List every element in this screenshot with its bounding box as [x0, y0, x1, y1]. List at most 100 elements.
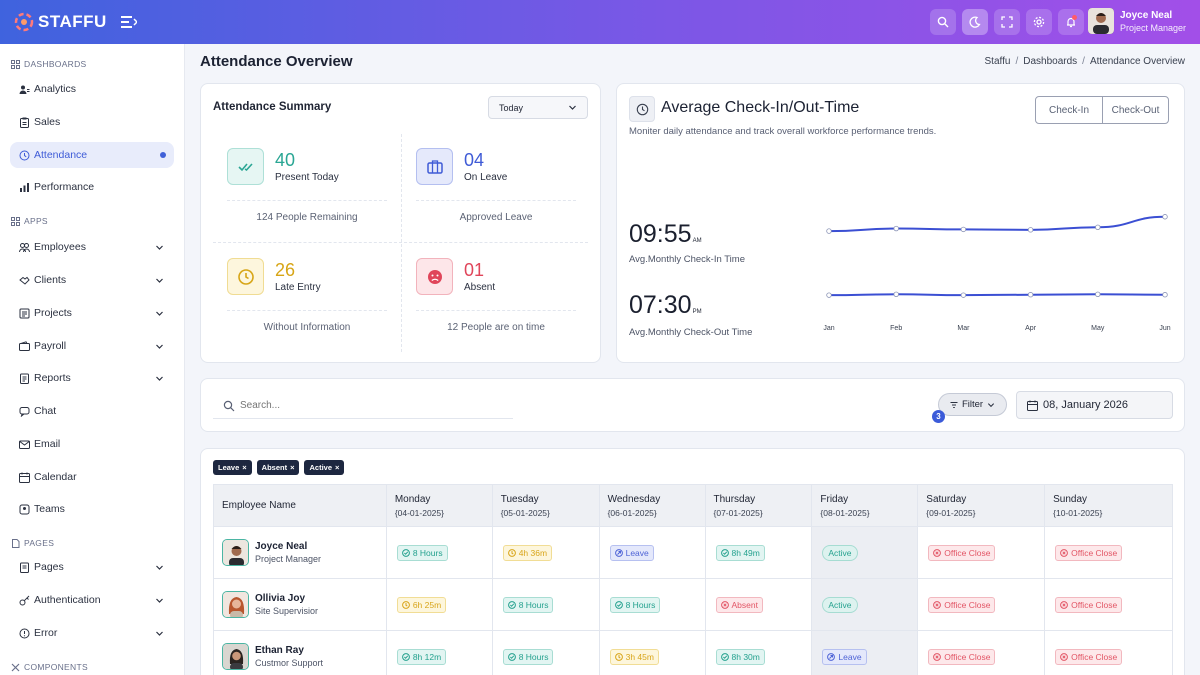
sidebar-item-email[interactable]: Email — [10, 431, 174, 457]
data-point[interactable] — [893, 225, 899, 232]
menu-toggle-icon[interactable] — [120, 15, 137, 29]
filter-tag-leave[interactable]: Leave × — [213, 460, 252, 475]
sidebar-item-reports[interactable]: Reports — [10, 365, 174, 391]
table-header-row: Employee Name Monday {04-01-2025} Tuesday {0… — [213, 484, 1173, 527]
status-badge[interactable]: Office Close — [928, 544, 996, 561]
status-badge[interactable]: 8h 12m — [396, 648, 447, 665]
date-picker[interactable]: 08, January 2026 — [1016, 391, 1173, 419]
status-badge[interactable]: Absent — [715, 596, 763, 613]
employee-name[interactable]: Ethan Ray — [255, 645, 304, 656]
sidebar-item-payroll[interactable]: Payroll — [10, 333, 174, 359]
sidebar-item-attendance[interactable]: Attendance — [10, 142, 174, 168]
status-badge[interactable]: Office Close — [928, 648, 996, 665]
status-badge[interactable]: Office Close — [928, 596, 996, 613]
data-point[interactable] — [1027, 292, 1034, 298]
status-badge[interactable]: Office Close — [1055, 596, 1123, 613]
filter-button[interactable]: Filter — [938, 393, 1007, 416]
data-point[interactable] — [1095, 224, 1101, 230]
data-point[interactable] — [1162, 214, 1168, 220]
data-point[interactable] — [1162, 292, 1168, 298]
brand[interactable]: STAFFU — [14, 12, 107, 32]
data-point[interactable] — [1095, 291, 1101, 297]
data-point[interactable] — [826, 228, 832, 234]
checkin-title: Average Check-In/Out-Time — [661, 99, 860, 116]
status-text: 8h 49m — [731, 547, 760, 558]
close-icon[interactable]: × — [335, 463, 340, 472]
employee-name[interactable]: Ollivia Joy — [255, 593, 306, 604]
bell-icon — [1067, 17, 1075, 28]
table-row[interactable]: Ethan Ray Custmor Support 8h 12m 8 Hours 3h … — [213, 630, 1173, 675]
status-badge[interactable]: Office Close — [1055, 648, 1123, 665]
bar-chart-icon — [20, 182, 29, 192]
data-point[interactable] — [960, 226, 967, 233]
close-icon[interactable]: × — [242, 463, 247, 472]
stat-foot: 124 People Remaining — [256, 212, 358, 223]
sidebar-item-employees[interactable]: Employees — [10, 234, 174, 260]
team-icon — [19, 242, 30, 252]
mail-icon — [19, 440, 30, 449]
settings-button[interactable] — [1026, 9, 1052, 35]
sidebar-item-analytics[interactable]: Analytics — [10, 76, 174, 102]
employee-name[interactable]: Joyce Neal — [255, 541, 308, 552]
attendance-cell: Active — [811, 578, 919, 631]
tab-check-in[interactable]: Check-In — [1048, 104, 1089, 116]
users-icon — [19, 85, 30, 94]
pages-icon — [20, 562, 29, 573]
status-badge[interactable]: 6h 25m — [396, 596, 447, 613]
data-point[interactable] — [1027, 227, 1034, 233]
status-badge[interactable]: Active — [822, 596, 858, 613]
sidebar-item-performance[interactable]: Performance — [10, 174, 174, 200]
search-button[interactable] — [930, 9, 956, 35]
calendar-icon — [1027, 400, 1038, 411]
list-icon — [19, 308, 30, 318]
data-point[interactable] — [893, 291, 899, 297]
period-select[interactable]: Today — [488, 96, 588, 119]
sidebar-item-sales[interactable]: Sales — [10, 109, 174, 135]
status-badge[interactable]: 8 Hours — [502, 596, 554, 613]
status-badge[interactable]: 3h 45m — [609, 648, 659, 665]
sidebar-item-authentication[interactable]: Authentication — [10, 587, 174, 613]
sidebar-item-calendar[interactable]: Calendar — [10, 464, 174, 490]
sidebar-item-projects[interactable]: Projects — [10, 300, 174, 326]
user-menu[interactable]: Joyce Neal Project Manager — [1087, 8, 1186, 34]
sidebar-item-teams[interactable]: Teams — [10, 496, 174, 522]
status-badge[interactable]: 8 Hours — [609, 596, 661, 613]
user-name: Joyce Neal — [1119, 9, 1173, 21]
table-row[interactable]: Joyce Neal Project Manager 8 Hours 4h 36m Le… — [213, 526, 1173, 579]
data-point[interactable] — [826, 292, 832, 298]
filter-tag-active[interactable]: Active × — [304, 460, 345, 475]
tab-check-out[interactable]: Check-Out — [1102, 97, 1168, 123]
filter-icon — [950, 401, 958, 408]
status-badge[interactable]: 8 Hours — [502, 648, 554, 665]
search-input[interactable] — [240, 400, 490, 411]
fullscreen-button[interactable] — [994, 9, 1020, 35]
alert-circle-icon — [19, 628, 30, 638]
breadcrumb-item[interactable]: Staffu — [984, 56, 1011, 67]
status-text: 8h 12m — [412, 651, 442, 662]
check-circle-icon — [720, 652, 729, 661]
column-header-day: Friday {08-01-2025} — [811, 484, 919, 527]
dark-mode-button[interactable] — [962, 9, 988, 35]
sidebar-item-clients[interactable]: Clients — [10, 267, 174, 293]
status-badge[interactable]: 4h 36m — [502, 544, 553, 561]
filter-tag-absent[interactable]: Absent × — [256, 460, 300, 475]
key-icon — [19, 595, 30, 605]
notifications-button[interactable] — [1058, 9, 1084, 35]
breadcrumb-item[interactable]: Dashboards — [1023, 56, 1078, 67]
status-badge[interactable]: 8h 49m — [715, 544, 765, 561]
status-badge[interactable]: Leave — [609, 544, 654, 561]
status-badge[interactable]: Leave — [822, 648, 867, 665]
data-point[interactable] — [960, 292, 967, 298]
page-icon — [12, 538, 20, 548]
status-badge[interactable]: Active — [822, 544, 858, 561]
status-badge[interactable]: 8 Hours — [396, 544, 448, 561]
status-badge[interactable]: 8h 30m — [715, 648, 765, 665]
sidebar-item-error[interactable]: Error — [10, 620, 174, 646]
sidebar-item-pages[interactable]: Pages — [10, 554, 174, 580]
close-icon[interactable]: × — [290, 463, 295, 472]
x-tick-label: Jan — [823, 325, 834, 332]
sidebar-item-chat[interactable]: Chat — [10, 398, 174, 424]
stat-label: Late Entry — [275, 282, 321, 293]
status-badge[interactable]: Office Close — [1055, 544, 1123, 561]
table-row[interactable]: Ollivia Joy Site Supervisior 6h 25m 8 Hours… — [213, 578, 1173, 631]
